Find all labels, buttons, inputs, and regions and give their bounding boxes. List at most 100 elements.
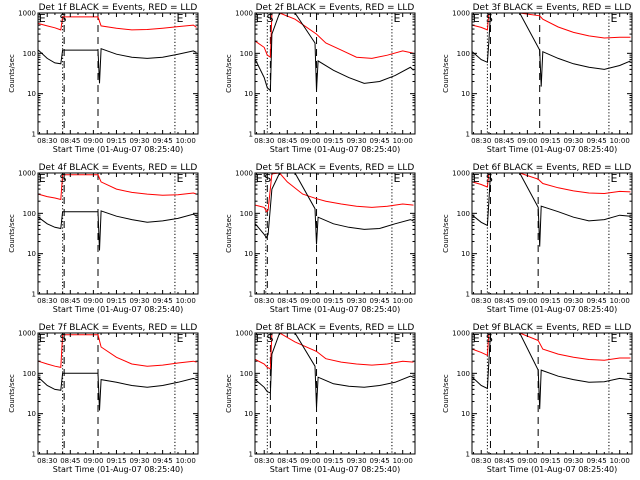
x-axis-label: Start Time (01-Aug-07 08:25:40) bbox=[487, 145, 618, 154]
panel-title: Det 5f BLACK = Events, RED = LLD bbox=[256, 163, 415, 173]
end-marker-label: E bbox=[256, 332, 263, 345]
x-tick-label: 09:15 bbox=[106, 297, 126, 305]
panel-title: Det 6f BLACK = Events, RED = LLD bbox=[473, 163, 632, 173]
lld-series-line bbox=[38, 16, 197, 31]
detector-panel-7: Det 7f BLACK = Events, RED = LLD 1 10 100 10… bbox=[8, 323, 199, 474]
y-tick-label: 1000 bbox=[452, 10, 470, 18]
y-tick-label: 1000 bbox=[235, 330, 253, 338]
y-axis-label: Counts/sec bbox=[8, 374, 16, 413]
panel-title: Det 3f BLACK = Events, RED = LLD bbox=[473, 3, 632, 13]
y-tick-label: 100 bbox=[23, 210, 36, 218]
end-marker-label: E bbox=[39, 12, 46, 25]
end-marker-label: E bbox=[256, 172, 263, 185]
x-tick-label: 09:00 bbox=[83, 297, 103, 305]
events-series-line bbox=[38, 48, 197, 84]
start-marker-label: S bbox=[486, 172, 493, 185]
x-tick-label: 08:45 bbox=[494, 457, 514, 465]
x-tick-label: 08:30 bbox=[471, 297, 491, 305]
y-tick-label: 100 bbox=[23, 50, 36, 58]
y-tick-label: 1000 bbox=[452, 330, 470, 338]
panel-title: Det 9f BLACK = Events, RED = LLD bbox=[473, 323, 632, 333]
y-tick-label: 1 bbox=[466, 131, 470, 139]
y-tick-label: 1000 bbox=[452, 170, 470, 178]
detector-panel-6: Det 6f BLACK = Events, RED = LLD 1 10 100 10… bbox=[442, 163, 633, 314]
start-marker-label: S bbox=[60, 12, 67, 25]
start-marker-label: S bbox=[486, 332, 493, 345]
end-marker-label: E bbox=[176, 332, 183, 345]
x-tick-label: 09:15 bbox=[540, 457, 560, 465]
y-tick-label: 1 bbox=[466, 451, 470, 459]
y-axis-label: Counts/sec bbox=[442, 374, 450, 413]
y-tick-label: 1 bbox=[32, 291, 36, 299]
x-tick-label: 10:00 bbox=[393, 137, 413, 145]
x-axis-label: Start Time (01-Aug-07 08:25:40) bbox=[53, 305, 184, 314]
end-marker-label: E bbox=[473, 332, 480, 345]
x-tick-label: 09:15 bbox=[323, 457, 343, 465]
events-series-line bbox=[472, 173, 631, 247]
lld-series-line bbox=[472, 173, 631, 195]
end-marker-label: E bbox=[473, 12, 480, 25]
plot-frame bbox=[471, 172, 633, 295]
plot-frame bbox=[254, 332, 416, 455]
x-tick-label: 09:15 bbox=[106, 457, 126, 465]
y-tick-label: 10 bbox=[461, 90, 470, 98]
start-marker-label: S bbox=[60, 172, 67, 185]
end-marker-label: E bbox=[610, 172, 617, 185]
y-tick-label: 10 bbox=[244, 410, 253, 418]
start-marker-label: S bbox=[267, 332, 274, 345]
x-tick-label: 10:00 bbox=[176, 137, 196, 145]
x-tick-label: 09:45 bbox=[153, 297, 173, 305]
x-tick-label: 08:45 bbox=[60, 297, 80, 305]
x-tick-label: 10:00 bbox=[610, 137, 630, 145]
x-tick-label: 09:30 bbox=[129, 457, 149, 465]
y-tick-label: 1 bbox=[32, 451, 36, 459]
x-tick-label: 09:15 bbox=[540, 297, 560, 305]
x-tick-label: 08:30 bbox=[37, 457, 57, 465]
x-tick-label: 08:30 bbox=[254, 457, 274, 465]
x-tick-label: 09:30 bbox=[346, 137, 366, 145]
x-tick-label: 08:45 bbox=[60, 137, 80, 145]
x-tick-label: 10:00 bbox=[176, 297, 196, 305]
plot-frame bbox=[37, 332, 199, 455]
y-tick-label: 1000 bbox=[18, 170, 36, 178]
x-tick-label: 09:00 bbox=[300, 457, 320, 465]
x-tick-label: 09:45 bbox=[587, 457, 607, 465]
y-tick-label: 1 bbox=[466, 291, 470, 299]
start-marker-label: S bbox=[486, 12, 493, 25]
lld-series-line bbox=[255, 173, 414, 213]
plot-frame bbox=[471, 12, 633, 135]
x-tick-label: 09:45 bbox=[587, 137, 607, 145]
detector-panel-1: Det 1f BLACK = Events, RED = LLD 1 10 100 10… bbox=[8, 3, 199, 154]
x-tick-label: 09:00 bbox=[83, 457, 103, 465]
x-tick-label: 08:45 bbox=[277, 297, 297, 305]
x-tick-label: 09:15 bbox=[323, 137, 343, 145]
plot-frame bbox=[37, 172, 199, 295]
end-marker-label: E bbox=[393, 332, 400, 345]
x-axis-label: Start Time (01-Aug-07 08:25:40) bbox=[487, 305, 618, 314]
plot-frame bbox=[254, 172, 416, 295]
detector-panel-4: Det 4f BLACK = Events, RED = LLD 1 10 100 10… bbox=[8, 163, 199, 314]
events-series-line bbox=[255, 333, 414, 408]
y-tick-label: 100 bbox=[240, 370, 253, 378]
x-axis-label: Start Time (01-Aug-07 08:25:40) bbox=[270, 145, 401, 154]
x-tick-label: 08:30 bbox=[37, 137, 57, 145]
panel-title: Det 1f BLACK = Events, RED = LLD bbox=[39, 3, 198, 13]
end-marker-label: E bbox=[176, 12, 183, 25]
plot-frame bbox=[471, 332, 633, 455]
lld-series-line bbox=[38, 334, 197, 369]
events-series-line bbox=[38, 372, 197, 411]
x-tick-label: 09:45 bbox=[370, 297, 390, 305]
lld-series-line bbox=[472, 333, 631, 361]
end-marker-label: E bbox=[176, 172, 183, 185]
x-axis-label: Start Time (01-Aug-07 08:25:40) bbox=[53, 465, 184, 474]
x-tick-label: 10:00 bbox=[610, 457, 630, 465]
x-tick-label: 08:45 bbox=[60, 457, 80, 465]
plot-frame bbox=[254, 12, 416, 135]
x-axis-label: Start Time (01-Aug-07 08:25:40) bbox=[270, 465, 401, 474]
plot-frame bbox=[37, 12, 199, 135]
x-tick-label: 09:45 bbox=[153, 137, 173, 145]
y-axis-label: Counts/sec bbox=[225, 214, 233, 253]
x-tick-label: 09:30 bbox=[129, 137, 149, 145]
panel-title: Det 2f BLACK = Events, RED = LLD bbox=[256, 3, 415, 13]
